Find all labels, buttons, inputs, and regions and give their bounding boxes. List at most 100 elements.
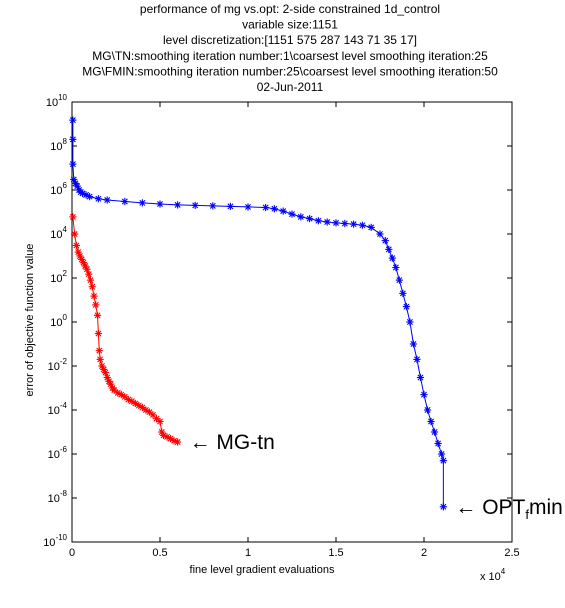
y-tick-exponent: -10 [55,533,67,542]
series-mg-tn [69,213,182,446]
data-point [226,202,234,210]
x-axis-multiplier-exponent: 4 [501,567,506,576]
y-tick-exponent: -8 [60,489,68,498]
y-tick-exponent: -2 [60,357,68,366]
x-tick-label: 1.5 [328,547,343,559]
y-tick-base: 10 [50,229,62,241]
annotation-tail: min [529,496,563,519]
data-point [71,230,79,238]
data-point [288,210,296,218]
data-point [388,254,396,262]
data-point [69,213,77,221]
y-tick-exponent: -6 [60,445,68,454]
y-tick-exponent: 6 [63,181,68,190]
data-point [149,411,157,419]
y-tick-exponent: 2 [63,269,68,278]
data-point [430,428,439,436]
data-point [392,263,400,272]
x-axis: 0 0.5 1 1.5 2 2.5 [69,102,520,559]
y-tick-exponent: 10 [58,93,67,102]
data-point [100,365,108,374]
data-point [159,431,168,440]
annotation-text: ← OPT [455,496,525,519]
data-point [90,292,98,300]
data-point [86,276,95,284]
data-point [156,417,164,426]
data-point [367,223,375,231]
title-line: MG\FMIN:smoothing iteration number:25\co… [82,64,498,78]
title-line: variable size:1151 [242,18,338,32]
y-tick-label: 10-2 [48,357,68,373]
data-point [420,391,428,399]
y-tick-label: 100 [50,313,67,329]
y-tick-base: 10 [43,537,55,549]
data-point [306,215,314,223]
y-tick-exponent: 8 [63,137,68,146]
y-tick-base: 10 [48,449,60,461]
data-point [406,318,414,326]
data-point [92,301,100,309]
data-point [350,220,358,228]
data-point [174,201,182,209]
data-point [262,203,270,212]
data-point [69,135,77,143]
data-point [72,241,81,250]
data-point [323,218,331,226]
data-point [94,195,103,203]
data-point [69,160,77,168]
data-point [85,193,94,201]
data-point [376,230,384,238]
y-tick-base: 10 [50,141,62,153]
data-point [402,303,410,311]
data-point [341,219,349,228]
title-line: performance of mg vs.opt: 2-side constra… [140,2,440,16]
y-tick-label: 10-6 [48,445,68,461]
y-tick-base: 10 [48,405,60,417]
x-axis-label: fine level gradient evaluations [190,564,335,576]
data-point [395,276,403,284]
x-tick-label: 2.5 [504,547,519,559]
data-point [423,406,432,414]
title-line: level discretization:[1151 575 287 143 7… [163,33,417,47]
data-point [191,201,199,209]
data-point [434,439,442,448]
data-point [358,221,366,229]
data-point [279,207,287,215]
x-tick-label: 2 [421,547,427,559]
y-tick-base: 10 [46,97,58,109]
data-point [174,438,182,446]
data-point [399,289,407,297]
y-tick-base: 10 [48,361,60,373]
data-point [138,199,146,207]
data-point [332,219,340,227]
axes-box [71,101,513,543]
data-point [427,417,435,426]
y-tick-exponent: -4 [60,401,68,410]
data-point [69,116,77,124]
annotations: ← MG-tn ← OPTfmin [190,431,563,522]
data-point [156,200,164,208]
annotation-opt-fmin: ← OPTfmin [455,496,562,522]
y-tick-label: 10-8 [48,489,68,505]
data-point [270,205,278,213]
data-point [103,196,111,204]
series-group [69,116,447,511]
data-point [385,245,393,253]
annotation-mg-tn: ← MG-tn [190,431,275,454]
y-tick-label: 108 [50,137,67,153]
y-tick-label: 104 [50,225,67,241]
y-tick-base: 10 [48,493,60,505]
data-point [244,203,252,211]
y-tick-label: 102 [50,269,67,285]
y-axis-label: error of objective function value [24,244,36,397]
annotation-text: ← MG-tn [190,431,275,454]
data-point [297,213,305,221]
y-tick-base: 10 [50,273,62,285]
y-tick-base: 10 [50,185,62,197]
data-point [409,340,418,348]
y-tick-label: 10-4 [48,401,68,417]
chart-title: performance of mg vs.opt: 2-side constra… [82,2,498,94]
data-point [438,450,446,458]
